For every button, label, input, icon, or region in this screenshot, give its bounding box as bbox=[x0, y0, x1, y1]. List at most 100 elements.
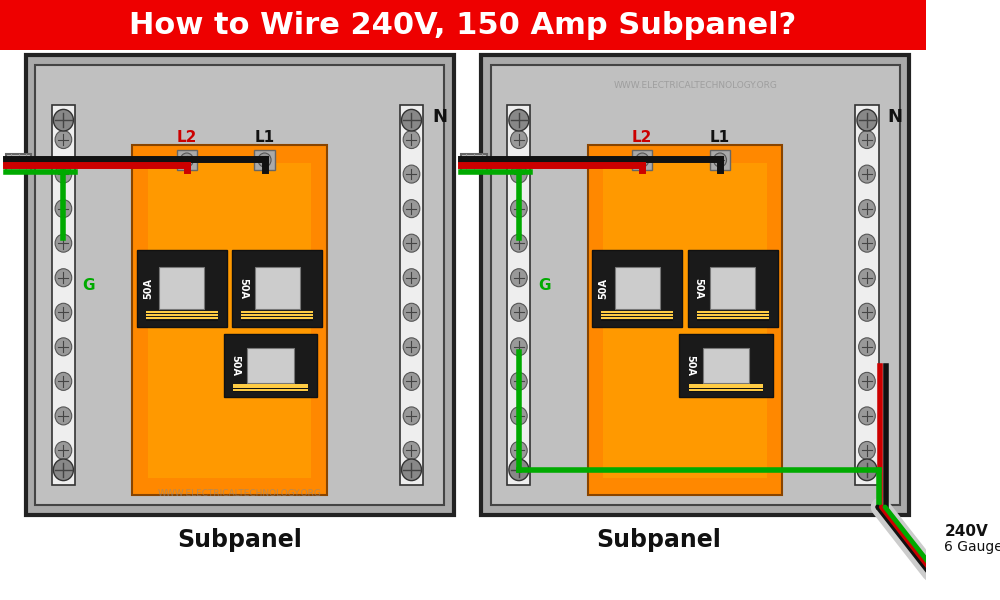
Text: 50A: 50A bbox=[598, 278, 608, 299]
Bar bbox=[632, 150, 652, 170]
Bar bbox=[241, 314, 313, 315]
Circle shape bbox=[511, 200, 527, 218]
Bar bbox=[146, 314, 218, 315]
Text: WWW.ELECTRICALTECHNOLOGY.ORG: WWW.ELECTRICALTECHNOLOGY.ORG bbox=[158, 488, 322, 497]
Bar bbox=[689, 384, 763, 386]
Circle shape bbox=[511, 131, 527, 149]
Bar bbox=[601, 317, 673, 319]
Bar bbox=[233, 384, 308, 386]
Text: L2: L2 bbox=[632, 130, 652, 145]
Text: Subpanel: Subpanel bbox=[177, 528, 302, 552]
Circle shape bbox=[857, 459, 877, 481]
Bar bbox=[689, 386, 763, 388]
Circle shape bbox=[859, 165, 875, 183]
Text: 50A: 50A bbox=[143, 278, 153, 299]
Circle shape bbox=[636, 153, 649, 167]
Bar bbox=[35, 65, 444, 505]
Circle shape bbox=[55, 131, 72, 149]
Bar bbox=[146, 317, 218, 319]
Bar bbox=[226, 412, 254, 424]
Circle shape bbox=[509, 109, 529, 131]
Text: G: G bbox=[538, 277, 550, 292]
Bar bbox=[146, 311, 218, 313]
Text: 50A: 50A bbox=[685, 355, 695, 376]
Circle shape bbox=[511, 303, 527, 321]
Bar bbox=[603, 163, 767, 478]
Text: L1: L1 bbox=[255, 130, 275, 145]
Bar bbox=[697, 314, 769, 315]
Circle shape bbox=[258, 153, 271, 167]
Circle shape bbox=[859, 303, 875, 321]
Bar bbox=[233, 388, 308, 390]
Bar bbox=[146, 320, 218, 321]
Circle shape bbox=[55, 338, 72, 356]
Text: 50A: 50A bbox=[230, 355, 240, 376]
Circle shape bbox=[511, 373, 527, 391]
Bar bbox=[232, 250, 322, 327]
Bar bbox=[233, 386, 308, 387]
Circle shape bbox=[857, 109, 877, 131]
Circle shape bbox=[859, 234, 875, 252]
Bar bbox=[689, 391, 763, 392]
Circle shape bbox=[55, 165, 72, 183]
Bar bbox=[684, 424, 706, 432]
Bar bbox=[241, 311, 313, 313]
Text: N: N bbox=[432, 108, 447, 126]
Text: WWW.ELECTRICALTECHNOLOGY.ORG: WWW.ELECTRICALTECHNOLOGY.ORG bbox=[613, 80, 777, 89]
Bar bbox=[177, 150, 197, 170]
Circle shape bbox=[403, 303, 420, 321]
Circle shape bbox=[55, 442, 72, 460]
Bar bbox=[855, 105, 879, 485]
Circle shape bbox=[53, 109, 73, 131]
Text: G: G bbox=[82, 277, 95, 292]
Bar bbox=[241, 317, 313, 318]
Circle shape bbox=[511, 407, 527, 425]
Circle shape bbox=[401, 109, 421, 131]
Bar bbox=[233, 391, 308, 392]
Text: How to Wire 240V, 150 Amp Subpanel?: How to Wire 240V, 150 Amp Subpanel? bbox=[129, 10, 796, 40]
Bar bbox=[137, 250, 227, 327]
Bar bbox=[710, 267, 755, 309]
Bar bbox=[697, 317, 769, 318]
Bar bbox=[697, 311, 769, 313]
Circle shape bbox=[859, 407, 875, 425]
Bar bbox=[601, 317, 673, 318]
Circle shape bbox=[859, 131, 875, 149]
Circle shape bbox=[55, 303, 72, 321]
Circle shape bbox=[859, 373, 875, 391]
Bar bbox=[224, 334, 317, 397]
Circle shape bbox=[403, 373, 420, 391]
Circle shape bbox=[714, 153, 727, 167]
Bar bbox=[491, 65, 900, 505]
Bar bbox=[601, 314, 673, 316]
Text: 6 Gauge: 6 Gauge bbox=[944, 541, 1000, 554]
Bar bbox=[6, 154, 31, 172]
Circle shape bbox=[53, 459, 73, 481]
Circle shape bbox=[403, 200, 420, 218]
Circle shape bbox=[511, 165, 527, 183]
Circle shape bbox=[55, 373, 72, 391]
Circle shape bbox=[403, 407, 420, 425]
Bar bbox=[52, 105, 75, 485]
Circle shape bbox=[403, 338, 420, 356]
Bar bbox=[697, 320, 769, 321]
Bar bbox=[229, 424, 251, 432]
Text: L2: L2 bbox=[177, 130, 197, 145]
Circle shape bbox=[403, 131, 420, 149]
Circle shape bbox=[859, 338, 875, 356]
Bar bbox=[697, 314, 769, 316]
Bar bbox=[254, 150, 275, 170]
Text: 50A: 50A bbox=[694, 278, 704, 299]
Bar bbox=[615, 267, 660, 309]
Bar bbox=[255, 267, 300, 309]
Bar bbox=[0, 0, 926, 50]
Circle shape bbox=[403, 442, 420, 460]
Bar bbox=[132, 145, 327, 495]
Bar bbox=[241, 320, 313, 321]
Bar bbox=[697, 317, 769, 319]
Circle shape bbox=[509, 459, 529, 481]
Circle shape bbox=[403, 234, 420, 252]
Bar bbox=[703, 348, 749, 383]
Bar bbox=[601, 314, 673, 315]
Bar bbox=[148, 163, 311, 478]
